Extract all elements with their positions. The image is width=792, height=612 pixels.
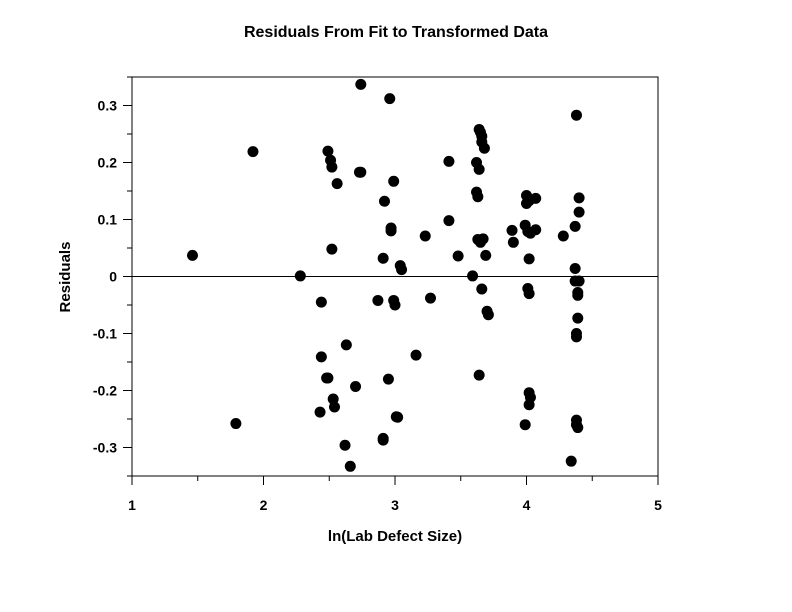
data-point	[388, 175, 400, 187]
data-point	[392, 411, 404, 423]
data-point	[230, 418, 242, 430]
data-point	[573, 206, 585, 218]
data-point	[425, 292, 437, 304]
data-point	[355, 166, 367, 178]
data-point	[572, 286, 584, 298]
x-tick-label: 3	[391, 497, 399, 513]
data-points	[186, 78, 585, 472]
data-point	[329, 401, 341, 413]
data-point	[472, 191, 484, 203]
data-point	[294, 270, 306, 282]
data-point	[523, 253, 535, 265]
data-point	[378, 195, 390, 207]
data-point	[355, 78, 367, 90]
y-axis-ticks: -0.3 -0.2 -0.1 0 0.1 0.2 0.3	[93, 76, 132, 477]
data-point	[570, 331, 582, 343]
data-point	[384, 93, 396, 105]
data-point	[569, 220, 581, 232]
data-point	[344, 460, 356, 472]
data-point	[523, 288, 535, 300]
x-axis-label: ln(Lab Defect Size)	[328, 528, 462, 545]
data-point	[382, 373, 394, 385]
y-tick-label: 0	[109, 269, 117, 285]
data-point	[473, 163, 485, 175]
data-point	[377, 434, 389, 446]
data-point	[340, 339, 352, 351]
chart-title: Residuals From Fit to Transformed Data	[244, 24, 548, 41]
data-point	[507, 236, 519, 248]
data-point	[377, 252, 389, 264]
data-point	[389, 299, 401, 311]
data-point	[331, 178, 343, 190]
data-point	[478, 142, 490, 154]
x-tick-label: 5	[654, 497, 662, 513]
x-axis-ticks: 1 2 3 4 5	[128, 476, 662, 513]
data-point	[350, 381, 362, 393]
data-point	[477, 233, 489, 245]
y-tick-label: 0.2	[98, 155, 118, 171]
data-point	[315, 351, 327, 363]
data-point	[315, 296, 327, 308]
data-point	[530, 192, 542, 204]
data-point	[385, 225, 397, 237]
x-tick-label: 2	[260, 497, 268, 513]
data-point	[570, 109, 582, 121]
data-point	[247, 146, 259, 158]
data-point	[396, 264, 408, 276]
data-point	[372, 294, 384, 306]
data-point	[186, 249, 198, 261]
data-point	[572, 312, 584, 324]
y-tick-label: -0.2	[93, 383, 117, 399]
data-point	[519, 419, 531, 431]
data-point	[473, 369, 485, 381]
data-point	[326, 161, 338, 173]
x-tick-label: 4	[523, 497, 531, 513]
data-point	[572, 422, 584, 434]
data-point	[573, 192, 585, 204]
data-point	[573, 275, 585, 287]
data-point	[452, 250, 464, 262]
data-point	[480, 249, 492, 261]
data-point	[314, 406, 326, 418]
data-point	[419, 230, 431, 242]
data-point	[530, 224, 542, 236]
data-point	[467, 270, 479, 282]
data-point	[322, 372, 334, 384]
y-tick-label: -0.3	[93, 440, 117, 456]
x-tick-label: 1	[128, 497, 136, 513]
data-point	[476, 283, 488, 295]
y-axis-label: Residuals	[57, 242, 74, 313]
data-point	[557, 230, 569, 242]
data-point	[569, 263, 581, 275]
data-point	[322, 145, 334, 157]
data-point	[443, 155, 455, 167]
data-point	[506, 224, 518, 236]
y-tick-label: -0.1	[93, 326, 117, 342]
data-point	[524, 391, 536, 403]
y-tick-label: 0.1	[98, 212, 118, 228]
data-point	[443, 215, 455, 227]
data-point	[565, 455, 577, 467]
data-point	[339, 439, 351, 451]
data-point	[482, 309, 494, 321]
data-point	[326, 243, 338, 255]
data-point	[410, 349, 422, 361]
y-tick-label: 0.3	[98, 98, 118, 114]
